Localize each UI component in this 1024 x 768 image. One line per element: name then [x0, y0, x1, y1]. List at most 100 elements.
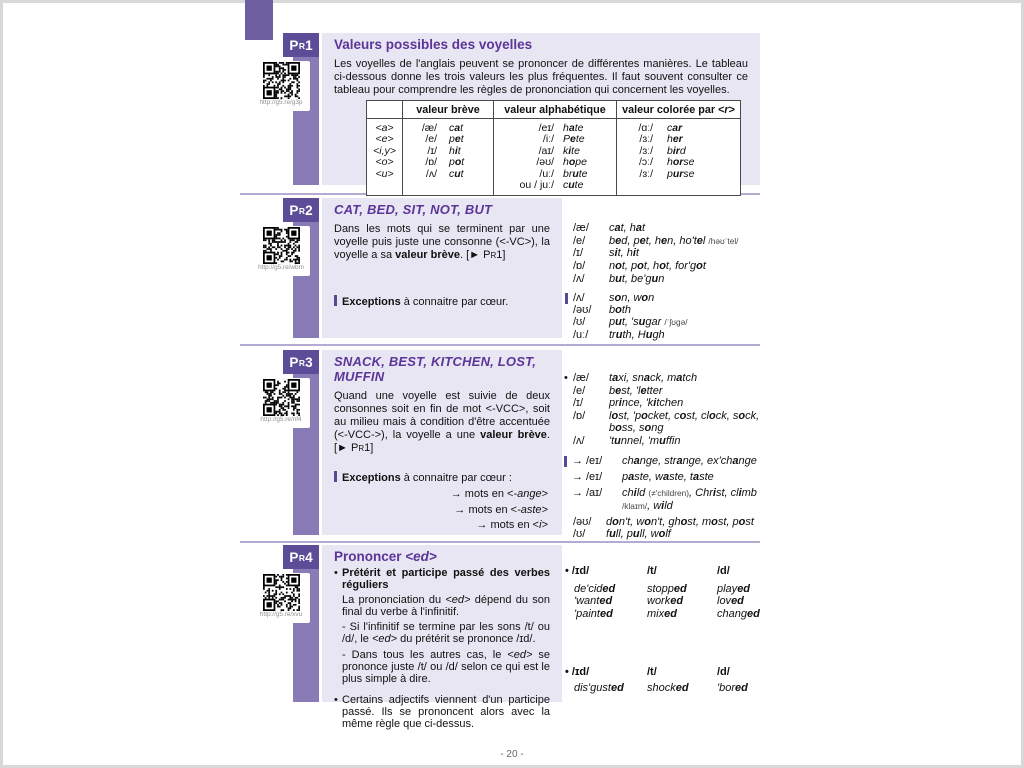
- example-row: /ɪ/sit, hit: [573, 247, 639, 260]
- section-title: SNACK, BEST, KITCHEN, LOST, MUFFIN: [334, 354, 537, 384]
- page-tab-marker: [245, 0, 273, 40]
- ed-header-row: • /ɪd//t//d/: [565, 666, 730, 678]
- qr-url: http://g5.re/xvu: [259, 611, 303, 618]
- examples-list: /æ/cat, hat /e/bed, pet, hen, ho'tel /hə…: [573, 222, 783, 286]
- bullet-heading: Prétérit et participe passé des verbes r…: [342, 567, 550, 592]
- examples-list: •/æ/taxi, snack, match /e/best, 'letter …: [564, 372, 761, 448]
- qr-url: http://g5.re/nf4: [260, 416, 302, 423]
- example-row: →/eɪ/change, strange, ex'change: [572, 455, 757, 467]
- qr-code: [262, 379, 300, 416]
- qr-code: [262, 574, 300, 611]
- section-panel: Prononcer <ed> • Prétérit et participe p…: [322, 545, 562, 730]
- section-title: Valeurs possibles des voyelles: [334, 37, 533, 52]
- label-number: 3: [305, 354, 313, 370]
- exception-rule: → mots en <-ange>: [450, 488, 548, 500]
- example-row: /əʊ/both: [573, 304, 632, 317]
- exceptions-label: Exceptions à connaitre par cœur.: [342, 296, 509, 308]
- ed-header-row: • /ɪd//t//d/: [565, 565, 730, 577]
- label-number: 4: [305, 549, 313, 565]
- exceptions-line: Exceptions à connaitre par cœur :: [334, 471, 550, 485]
- label-smallcap: R: [298, 41, 306, 51]
- ed-word-row: de'cided stopped played: [574, 583, 751, 595]
- section-panel: Valeurs possibles des voyelles Les voyel…: [322, 33, 760, 197]
- qr-card: http://g5.re/g3p: [252, 61, 310, 111]
- ed-word-row: 'painted mixed changed: [574, 607, 760, 620]
- table-header-row: valeur brève valeur alphabétique valeur …: [366, 100, 741, 119]
- table-row: <a> /æ/cat /eɪ/hate /ɑː/car: [367, 118, 741, 135]
- example-row: /ʊ/full, pull, wolf: [573, 528, 671, 541]
- section-panel: CAT, BED, SIT, NOT, BUT Dans les mots qu…: [322, 198, 562, 338]
- example-row: →/eɪ/paste, waste, taste: [572, 471, 714, 484]
- bullet-paragraph: - Si l'infinitif se termine par les sons…: [342, 621, 550, 646]
- section-divider: [240, 541, 760, 543]
- table-row: <o> /ɒ/pot /əʊ/hope /ɔː/horse: [367, 156, 741, 169]
- vowel-values-table: valeur brève valeur alphabétique valeur …: [366, 100, 741, 197]
- exceptions-list: /ʌ/son, won /əʊ/both /ʊ/put, 'sugar /ˈʃʊ…: [565, 292, 783, 341]
- qr-url: http://g5.re/wbm: [258, 264, 304, 271]
- example-row: /æ/cat, hat: [573, 222, 646, 234]
- exception-rule: → mots en <i>: [476, 519, 548, 531]
- section-title: Prononcer <ed>: [334, 549, 437, 564]
- bullet-paragraph: - Dans tous les autres cas, le <ed> se p…: [342, 648, 550, 686]
- exception-rule: → mots en <-aste>: [454, 503, 548, 516]
- example-row: /əʊ/don't, won't, ghost, most, post: [573, 515, 754, 528]
- ed-adjectives-table: • /ɪd//t//d/ dis'gusted shocked'bored: [565, 666, 797, 694]
- ed-pronunciation-table: • /ɪd//t//d/ de'cided stopped played 'want…: [565, 565, 797, 620]
- example-row: /ʌ/son, won: [573, 292, 655, 304]
- section-divider: [240, 344, 760, 346]
- exceptions-line: Exceptions à connaitre par cœur.: [334, 295, 550, 309]
- label-smallcap: R: [298, 553, 306, 563]
- example-row: /e/best, 'letter: [573, 384, 663, 397]
- example-row: /ɒ/not, pot, hot, for'got: [573, 260, 706, 273]
- label-letter: P: [289, 37, 299, 53]
- qr-card: http://g5.re/nf4: [252, 378, 310, 428]
- label-smallcap: R: [298, 206, 306, 216]
- example-row: /ɒ/lost, 'pocket, cost, clock, sock, bos…: [573, 409, 760, 435]
- exception-bar: [334, 471, 337, 482]
- exceptions-list: →/eɪ/change, strange, ex'change →/eɪ/pas…: [564, 455, 1024, 540]
- example-row: →/aɪ/child (≠'children), Christ, climb /…: [572, 487, 757, 512]
- section-title: CAT, BED, SIT, NOT, BUT: [334, 202, 493, 217]
- bullet-marker: •: [334, 693, 338, 706]
- bullet-block: • Prétérit et participe passé des verbes…: [334, 567, 550, 686]
- bullet-paragraph: La prononciation du <ed> dépend du son f…: [342, 593, 550, 618]
- label-number: 1: [305, 37, 313, 53]
- table-row: <i,y> /ɪ/hit /aɪ/kite /ɜː/bird: [367, 145, 741, 158]
- section-intro: Les voyelles de l'anglais peuvent se pro…: [334, 58, 748, 96]
- qr-url: http://g5.re/g3p: [259, 99, 303, 106]
- example-row: /ʊ/put, 'sugar /ˈʃʊgə/: [573, 316, 688, 329]
- header-breve: valeur brève: [402, 100, 494, 119]
- qr-card: http://g5.re/xvu: [252, 573, 310, 623]
- example-row: /ʌ/'tunnel, 'muffin: [573, 434, 681, 447]
- table-row: ou / juː/cute: [367, 179, 741, 196]
- label-letter: P: [289, 354, 299, 370]
- page-number: - 20 -: [500, 749, 524, 760]
- bullet-marker: •: [334, 567, 338, 579]
- qr-code: [262, 62, 300, 99]
- ed-word-row: dis'gusted shocked'bored: [574, 682, 748, 694]
- example-row: /ɪ/prince, 'kitchen: [573, 397, 684, 410]
- example-row: •/æ/taxi, snack, match: [564, 372, 698, 384]
- ed-word-row: 'wanted worked loved: [574, 595, 744, 608]
- label-smallcap: R: [298, 358, 306, 368]
- example-row: /uː/truth, Hugh: [573, 328, 665, 341]
- example-row: /ʌ/but, be'gun: [573, 272, 665, 285]
- header-rcolor: valeur colorée par <r>: [616, 100, 741, 119]
- section-panel: SNACK, BEST, KITCHEN, LOST, MUFFIN Quand…: [322, 350, 562, 535]
- label-letter: P: [289, 549, 299, 565]
- label-number: 2: [305, 202, 313, 218]
- exceptions-label: Exceptions à connaitre par cœur :: [342, 472, 512, 484]
- section-body: Dans les mots qui se terminent par une v…: [334, 223, 550, 261]
- exception-rules: → mots en <-ange> → mots en <-aste> → mo…: [334, 487, 550, 534]
- exception-bar: [334, 295, 337, 306]
- header-alpha: valeur alphabétique: [493, 100, 617, 119]
- bullet-paragraph: Certains adjectifs viennent d'un partici…: [342, 693, 550, 731]
- section-body: Quand une voyelle est suivie de deux con…: [334, 390, 550, 454]
- qr-code: [262, 227, 300, 264]
- bullet-block: • Certains adjectifs viennent d'un parti…: [334, 694, 550, 731]
